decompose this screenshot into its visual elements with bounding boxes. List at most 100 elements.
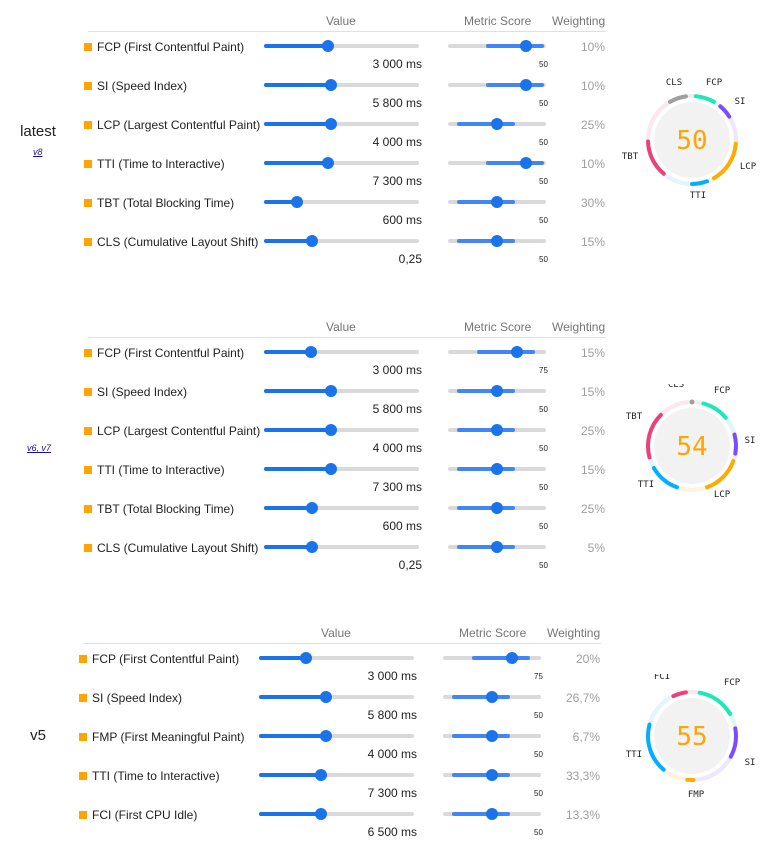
value-slider-handle[interactable] <box>324 385 337 397</box>
gauge-segment-bg <box>708 177 713 183</box>
metric-row: FCP (First Contentful Paint) 3 000 ms 75 20… <box>0 648 620 687</box>
value-slider-handle[interactable] <box>319 691 332 703</box>
metric-score-value: 50 <box>534 828 543 837</box>
value-slider-handle[interactable] <box>290 196 303 208</box>
score-slider[interactable] <box>448 235 546 247</box>
score-gauge: CLS FCP SI LCP TTI TBT 50 <box>622 78 757 201</box>
metric-name: FCI (First CPU Idle) <box>92 808 198 822</box>
metric-score-value: 75 <box>534 672 543 681</box>
value-slider-handle[interactable] <box>324 118 337 130</box>
value-slider[interactable] <box>264 40 419 52</box>
value-slider[interactable] <box>259 652 414 664</box>
metric-name: TTI (Time to Interactive) <box>97 157 225 171</box>
value-slider-handle[interactable] <box>324 463 337 475</box>
metric-bullet <box>84 427 92 435</box>
value-slider[interactable] <box>264 502 419 514</box>
value-slider[interactable] <box>264 463 419 475</box>
value-slider[interactable] <box>264 541 419 553</box>
score-slider-handle[interactable] <box>491 463 503 475</box>
value-slider-handle[interactable] <box>315 769 327 781</box>
metric-weighting: 10% <box>580 157 605 171</box>
score-slider-handle[interactable] <box>486 730 498 742</box>
value-slider-handle[interactable] <box>306 502 319 514</box>
value-slider-handle[interactable] <box>324 79 337 91</box>
value-slider-handle[interactable] <box>299 652 312 664</box>
score-slider-handle[interactable] <box>505 652 518 664</box>
score-slider-fill <box>452 773 510 777</box>
value-slider-handle[interactable] <box>321 157 334 169</box>
value-slider[interactable] <box>264 235 419 247</box>
score-slider-handle[interactable] <box>486 808 498 820</box>
score-slider-handle[interactable] <box>520 79 533 91</box>
value-slider-fill <box>264 239 313 243</box>
metric-row: CLS (Cumulative Layout Shift) 0,25 50 5% <box>0 537 620 576</box>
score-slider[interactable] <box>448 118 546 130</box>
value-slider-fill <box>259 695 326 699</box>
value-slider-handle[interactable] <box>304 346 317 358</box>
score-slider[interactable] <box>448 40 546 52</box>
value-slider-handle[interactable] <box>306 235 319 247</box>
version-link[interactable]: v6, v7 <box>27 443 52 453</box>
value-slider[interactable] <box>264 118 419 130</box>
value-slider-handle[interactable] <box>306 541 319 553</box>
score-slider-handle[interactable] <box>491 424 503 436</box>
value-slider[interactable] <box>264 196 419 208</box>
value-slider[interactable] <box>264 346 419 358</box>
metric-name: TTI (Time to Interactive) <box>97 463 225 477</box>
metric-weighting: 25% <box>580 424 605 438</box>
score-slider-handle[interactable] <box>491 196 503 208</box>
score-slider[interactable] <box>448 463 546 475</box>
metric-score-value: 50 <box>539 216 548 225</box>
score-slider-handle[interactable] <box>491 541 503 553</box>
value-slider[interactable] <box>259 730 414 742</box>
gauge-label: TTI <box>626 750 642 760</box>
score-slider-handle[interactable] <box>486 691 498 703</box>
metric-value: 600 ms <box>382 213 422 227</box>
score-slider-fill <box>457 200 515 204</box>
score-slider[interactable] <box>443 730 541 742</box>
score-slider[interactable] <box>443 769 541 781</box>
metric-row: FMP (First Meaningful Paint) 4 000 ms 50 6,… <box>0 726 620 765</box>
value-slider[interactable] <box>264 157 419 169</box>
score-slider-handle[interactable] <box>491 385 503 397</box>
score-slider-handle[interactable] <box>491 118 503 130</box>
score-slider[interactable] <box>448 385 546 397</box>
gauge-label: FCI <box>654 674 670 682</box>
score-slider[interactable] <box>443 652 541 664</box>
score-slider[interactable] <box>448 346 546 358</box>
metric-score-value: 50 <box>539 138 548 147</box>
score-slider[interactable] <box>448 541 546 553</box>
score-slider[interactable] <box>448 79 546 91</box>
value-slider[interactable] <box>259 808 414 820</box>
score-slider-fill <box>486 44 545 48</box>
value-slider[interactable] <box>264 79 419 91</box>
score-slider[interactable] <box>448 424 546 436</box>
score-slider-handle[interactable] <box>491 235 503 247</box>
gauge-segment <box>728 726 738 759</box>
score-slider[interactable] <box>448 157 546 169</box>
score-slider-handle[interactable] <box>491 502 503 514</box>
metric-value: 0,25 <box>398 558 422 572</box>
value-slider-handle[interactable] <box>321 40 334 52</box>
gauge-label: TTI <box>638 480 654 490</box>
value-slider[interactable] <box>264 424 419 436</box>
score-slider[interactable] <box>448 196 546 208</box>
version-link[interactable]: v8 <box>33 147 43 157</box>
score-slider[interactable] <box>448 502 546 514</box>
score-slider-handle[interactable] <box>520 157 533 169</box>
value-slider-fill <box>264 350 311 354</box>
score-slider-handle[interactable] <box>510 346 523 358</box>
value-slider-handle[interactable] <box>315 808 327 820</box>
metric-name: SI (Speed Index) <box>97 385 188 399</box>
value-slider[interactable] <box>264 385 419 397</box>
score-slider[interactable] <box>443 691 541 703</box>
score-slider[interactable] <box>443 808 541 820</box>
value-slider[interactable] <box>259 691 414 703</box>
score-slider-handle[interactable] <box>486 769 498 781</box>
gauge-segment-bg <box>664 173 690 186</box>
score-slider-handle[interactable] <box>520 40 533 52</box>
metric-bullet <box>84 160 92 168</box>
value-slider-handle[interactable] <box>319 730 332 742</box>
value-slider-handle[interactable] <box>324 424 337 436</box>
value-slider[interactable] <box>259 769 414 781</box>
